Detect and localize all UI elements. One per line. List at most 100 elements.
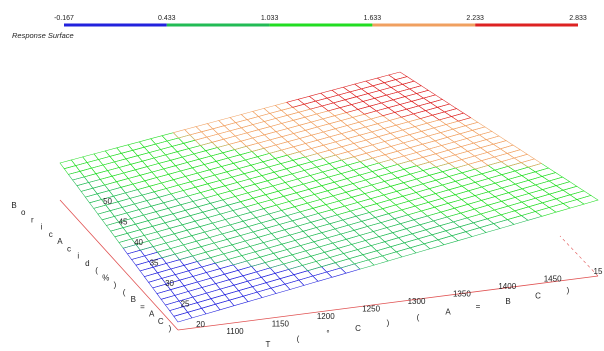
mesh-cell (206, 120, 225, 130)
colorbar-tick-label: 2.233 (466, 15, 484, 22)
mesh-cell (371, 141, 392, 151)
mesh-cell (454, 164, 476, 174)
mesh-cell (257, 113, 277, 122)
mesh-cell (226, 168, 245, 178)
mesh-cell (218, 117, 237, 127)
y-axis-label-char: = (140, 302, 145, 311)
mesh-cell (372, 82, 392, 91)
mesh-cell (155, 140, 173, 150)
mesh-cell (236, 178, 256, 188)
mesh-cell (514, 166, 536, 176)
mesh-cell (328, 133, 349, 143)
mesh-cell (322, 141, 343, 151)
x-axis-label-char: B (505, 297, 510, 306)
mesh-cell (338, 196, 359, 207)
mesh-cell (257, 199, 277, 210)
mesh-cell (261, 171, 281, 182)
mesh-cell (250, 161, 270, 171)
mesh-cell (521, 171, 543, 181)
mesh-cell (272, 182, 292, 192)
mesh-cell (534, 167, 557, 177)
mesh-cell (238, 164, 257, 175)
mesh-cell (211, 138, 230, 148)
mesh-cell (70, 156, 88, 166)
mesh-cell (364, 189, 385, 200)
mesh-cell (448, 185, 470, 196)
mesh-cell (316, 163, 336, 173)
mesh-cell (286, 151, 306, 161)
mesh-cell (461, 155, 483, 165)
mesh-cell (441, 154, 463, 164)
mesh-cell (217, 190, 236, 201)
mesh-cell (316, 123, 336, 133)
mesh-cell (353, 152, 374, 162)
mesh-cell (315, 110, 336, 120)
mesh-cell (352, 126, 373, 136)
mesh-cell (292, 156, 312, 166)
mesh-cell (408, 85, 429, 94)
mesh-cell (206, 133, 225, 143)
mesh-cell (351, 193, 372, 203)
mesh-cell (274, 154, 294, 164)
mesh-cell (332, 191, 353, 202)
mesh-cell (255, 166, 275, 176)
mesh-cell (421, 193, 443, 203)
mesh-cell (345, 109, 366, 118)
mesh-cell (339, 104, 359, 113)
mesh-cell (308, 92, 328, 102)
mesh-cell (275, 128, 295, 138)
mesh-cell (395, 200, 416, 211)
mesh-cell (127, 174, 146, 185)
mesh-cell (454, 151, 476, 160)
mesh-cell (174, 162, 193, 172)
mesh-cell (125, 189, 143, 199)
mesh-cell (141, 157, 160, 167)
mesh-cell (528, 189, 551, 199)
mesh-cell (507, 175, 530, 185)
colorbar-segment (269, 23, 373, 27)
x-axis-label-char: ) (387, 318, 390, 327)
mesh-cell (228, 140, 247, 150)
mesh-cell (390, 168, 411, 179)
mesh-cell (137, 152, 155, 162)
mesh-cell (384, 164, 405, 174)
mesh-cell (234, 192, 254, 203)
mesh-cell (441, 194, 463, 204)
mesh-cell (411, 97, 432, 107)
mesh-cell (349, 88, 369, 97)
mesh-cell (358, 184, 379, 194)
y-axis-label-char: i (77, 252, 79, 261)
mesh-cell (342, 83, 363, 93)
mesh-cell (408, 131, 429, 140)
mesh-cell (466, 134, 487, 144)
mesh-cell (321, 181, 341, 192)
mesh-cell (172, 176, 192, 186)
mesh-cell (402, 126, 423, 135)
mesh-cell (99, 175, 117, 186)
mesh-cell (371, 128, 392, 138)
mesh-cell (180, 201, 199, 211)
mesh-cell (487, 161, 509, 171)
mesh-cell (548, 203, 571, 213)
mesh-cell (251, 147, 271, 158)
mesh-cell (481, 182, 503, 193)
mesh-cell (194, 183, 214, 193)
mesh-cell (165, 184, 184, 195)
mesh-cell (113, 192, 131, 203)
mesh-cell (118, 163, 136, 174)
mesh-cell (202, 174, 221, 185)
mesh-cell (328, 159, 349, 169)
mesh-cell (403, 178, 424, 188)
mesh-cell (280, 159, 300, 170)
mesh-cell (72, 176, 90, 187)
mesh-cell (284, 178, 304, 188)
mesh-cell (347, 161, 367, 171)
mesh-cell (269, 109, 288, 119)
mesh-cell (138, 138, 157, 148)
mesh-cell (314, 97, 335, 107)
mesh-cell (141, 191, 160, 201)
mesh-cell (355, 93, 376, 102)
mesh-cell (316, 136, 337, 146)
mesh-cell (310, 131, 331, 141)
